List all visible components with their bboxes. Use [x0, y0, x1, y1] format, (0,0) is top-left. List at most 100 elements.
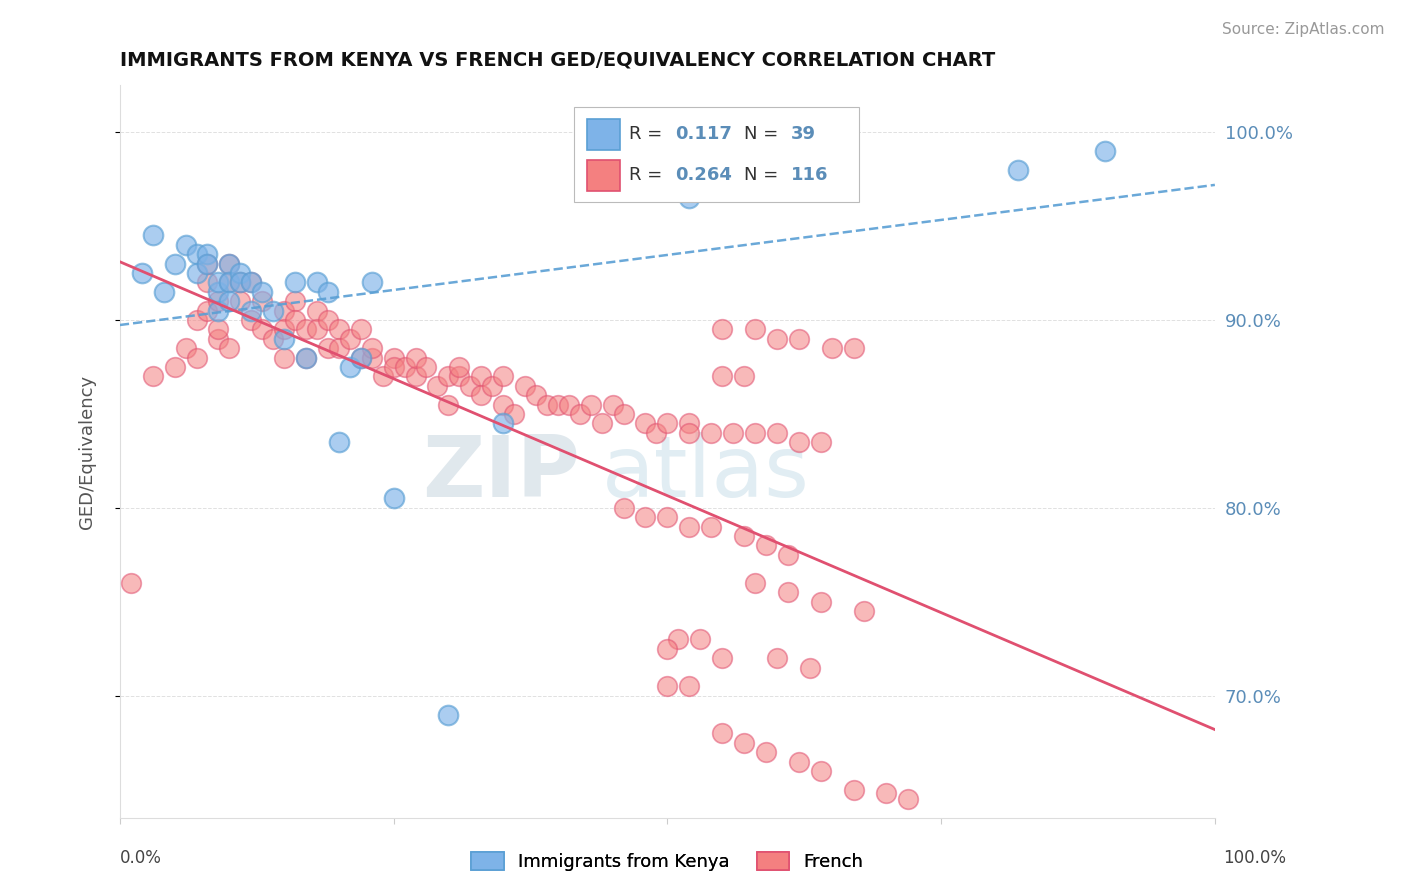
Text: atlas: atlas — [602, 432, 810, 515]
Point — [207, 322, 229, 336]
Text: IMMIGRANTS FROM KENYA VS FRENCH GED/EQUIVALENCY CORRELATION CHART: IMMIGRANTS FROM KENYA VS FRENCH GED/EQUI… — [120, 51, 995, 70]
Point — [875, 787, 897, 801]
Point — [163, 359, 186, 374]
Point — [240, 313, 263, 327]
Point — [350, 322, 373, 336]
Point — [657, 680, 679, 694]
Point — [186, 313, 208, 327]
Point — [492, 417, 515, 431]
Point — [350, 351, 373, 365]
Point — [316, 285, 339, 299]
Point — [766, 425, 789, 440]
Point — [842, 341, 865, 355]
Point — [394, 359, 416, 374]
Point — [273, 332, 295, 346]
Point — [799, 660, 821, 674]
Point — [229, 266, 252, 280]
Point — [666, 632, 689, 647]
Point — [579, 398, 602, 412]
Point — [776, 548, 799, 562]
Point — [678, 191, 700, 205]
Point — [711, 651, 734, 665]
Point — [218, 257, 240, 271]
Point — [524, 388, 547, 402]
Point — [120, 576, 142, 591]
Text: ZIP: ZIP — [422, 432, 579, 515]
Point — [339, 359, 361, 374]
Point — [252, 322, 274, 336]
Point — [711, 369, 734, 384]
Point — [252, 285, 274, 299]
Point — [711, 726, 734, 740]
Point — [711, 322, 734, 336]
Point — [700, 519, 723, 533]
Point — [305, 276, 328, 290]
Point — [776, 585, 799, 599]
Point — [142, 369, 165, 384]
Point — [186, 247, 208, 261]
Point — [536, 398, 558, 412]
Point — [350, 351, 373, 365]
Text: 0.117: 0.117 — [675, 125, 733, 144]
Point — [273, 322, 295, 336]
Point — [787, 755, 810, 769]
Point — [252, 294, 274, 309]
Point — [1094, 144, 1116, 158]
Point — [328, 322, 350, 336]
Point — [744, 576, 766, 591]
Point — [305, 322, 328, 336]
Point — [733, 369, 755, 384]
Point — [558, 398, 581, 412]
Point — [174, 341, 197, 355]
Point — [360, 276, 382, 290]
Point — [218, 276, 240, 290]
Point — [382, 351, 405, 365]
Point — [799, 172, 821, 186]
Point — [240, 276, 263, 290]
Point — [766, 651, 789, 665]
Point — [744, 322, 766, 336]
Legend: Immigrants from Kenya, French: Immigrants from Kenya, French — [464, 845, 870, 879]
Text: N =: N = — [744, 166, 785, 185]
Point — [415, 359, 437, 374]
Point — [437, 369, 460, 384]
Point — [853, 604, 876, 618]
Point — [295, 351, 318, 365]
Point — [591, 417, 613, 431]
Point — [305, 303, 328, 318]
Point — [820, 135, 842, 149]
Text: R =: R = — [628, 166, 668, 185]
Point — [186, 351, 208, 365]
Text: 0.264: 0.264 — [675, 166, 733, 185]
Point — [295, 322, 318, 336]
Point — [197, 303, 219, 318]
Text: 116: 116 — [792, 166, 828, 185]
Bar — [588, 119, 620, 150]
Point — [787, 435, 810, 450]
Point — [284, 294, 307, 309]
Point — [634, 417, 657, 431]
Point — [678, 680, 700, 694]
Point — [262, 303, 284, 318]
Point — [492, 369, 515, 384]
Point — [316, 313, 339, 327]
Point — [197, 257, 219, 271]
Point — [207, 285, 229, 299]
Point — [678, 425, 700, 440]
Point — [273, 303, 295, 318]
Point — [689, 632, 711, 647]
Point — [755, 539, 778, 553]
Point — [207, 276, 229, 290]
Point — [449, 359, 471, 374]
Point — [229, 294, 252, 309]
Point — [186, 266, 208, 280]
Point — [273, 351, 295, 365]
Point — [547, 398, 569, 412]
Point — [405, 351, 427, 365]
Point — [810, 435, 832, 450]
Point — [142, 228, 165, 243]
Point — [218, 257, 240, 271]
Y-axis label: GED/Equivalency: GED/Equivalency — [79, 375, 96, 529]
Point — [481, 378, 503, 392]
Point — [897, 792, 920, 806]
